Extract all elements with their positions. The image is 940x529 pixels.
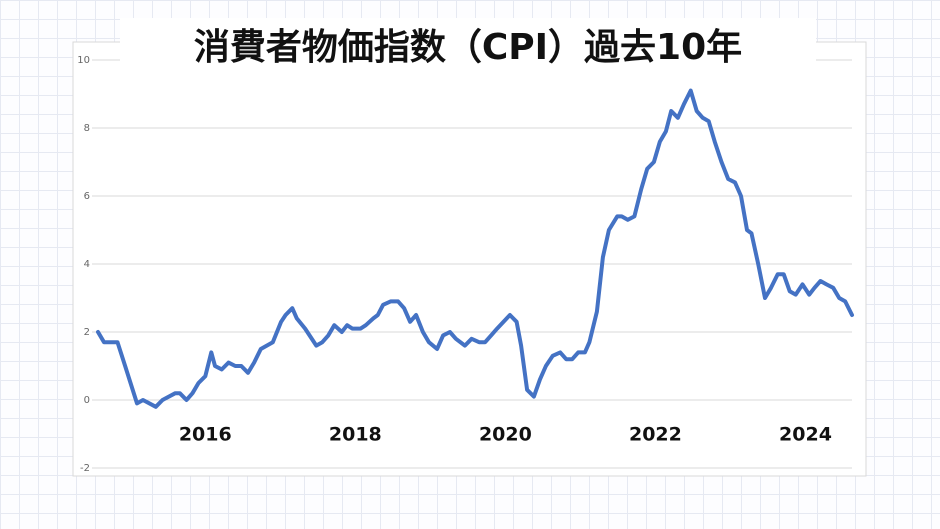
x-tick-label: 2024 [779,424,832,446]
x-tick-label: 2018 [329,424,382,446]
x-tick-label: 2022 [629,424,682,446]
title-box [120,18,816,78]
y-tick-label: -2 [80,463,90,474]
y-tick-label: 4 [84,259,90,270]
x-tick-label: 2020 [479,424,532,446]
cpi-line [96,88,854,409]
y-tick-label: 0 [84,395,90,406]
y-tick-label: 8 [84,123,90,134]
y-tick-label: 2 [84,327,90,338]
y-tick-label: 10 [77,55,90,66]
x-tick-label: 2016 [179,424,232,446]
y-tick-label: 6 [84,191,90,202]
plot-frame [72,41,867,477]
chart-title: 消費者物価指数（CPI）過去10年 [194,27,742,68]
